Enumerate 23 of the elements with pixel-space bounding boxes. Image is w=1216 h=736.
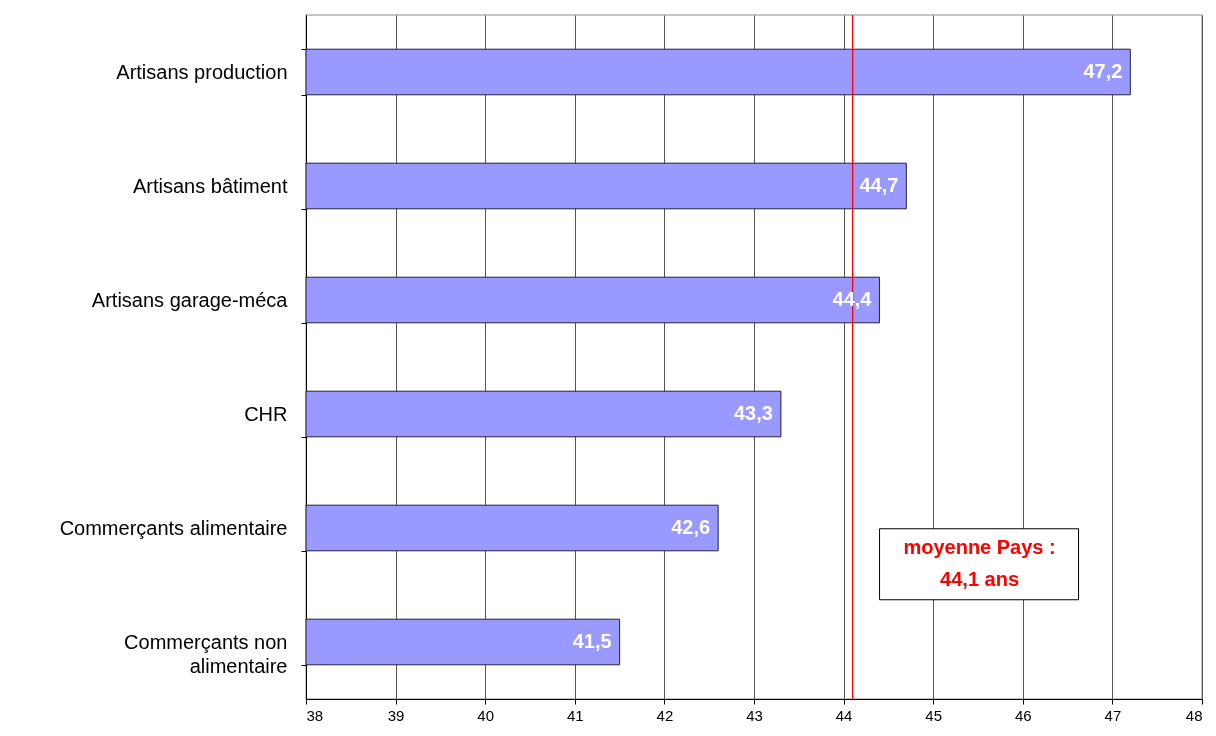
y-tick-label: Artisans garage-méca xyxy=(91,288,289,311)
x-tick-label: 40 xyxy=(477,706,495,724)
x-tick-label: 42 xyxy=(656,706,674,724)
x-tick-label: 39 xyxy=(387,706,405,724)
x-tick-label: 44 xyxy=(835,706,853,724)
x-tick-label: 43 xyxy=(746,706,763,724)
data-label: 41,5 xyxy=(572,630,612,652)
x-tick-label: 41 xyxy=(566,706,584,724)
data-label: 43,3 xyxy=(733,402,773,424)
data-label: 47,2 xyxy=(1083,60,1123,82)
y-tick-label: Commerçants non alimentaire xyxy=(124,630,288,677)
y-tick-label: Commerçants alimentaire xyxy=(59,516,288,539)
ref-line-label: moyenne Pays : 44,1 ans xyxy=(903,536,1056,591)
x-tick-label: 47 xyxy=(1104,706,1122,724)
x-tick-label: 45 xyxy=(925,706,943,724)
x-tick-label: 38 xyxy=(306,706,324,724)
data-label: 42,6 xyxy=(671,516,711,538)
y-tick-label: Artisans production xyxy=(116,60,288,83)
y-tick-label: Artisans bâtiment xyxy=(132,174,288,197)
y-tick-label: CHR xyxy=(244,402,288,425)
x-tick-label: 46 xyxy=(1014,706,1032,724)
data-label: 44,7 xyxy=(859,174,899,196)
x-tick-label: 48 xyxy=(1185,706,1203,724)
